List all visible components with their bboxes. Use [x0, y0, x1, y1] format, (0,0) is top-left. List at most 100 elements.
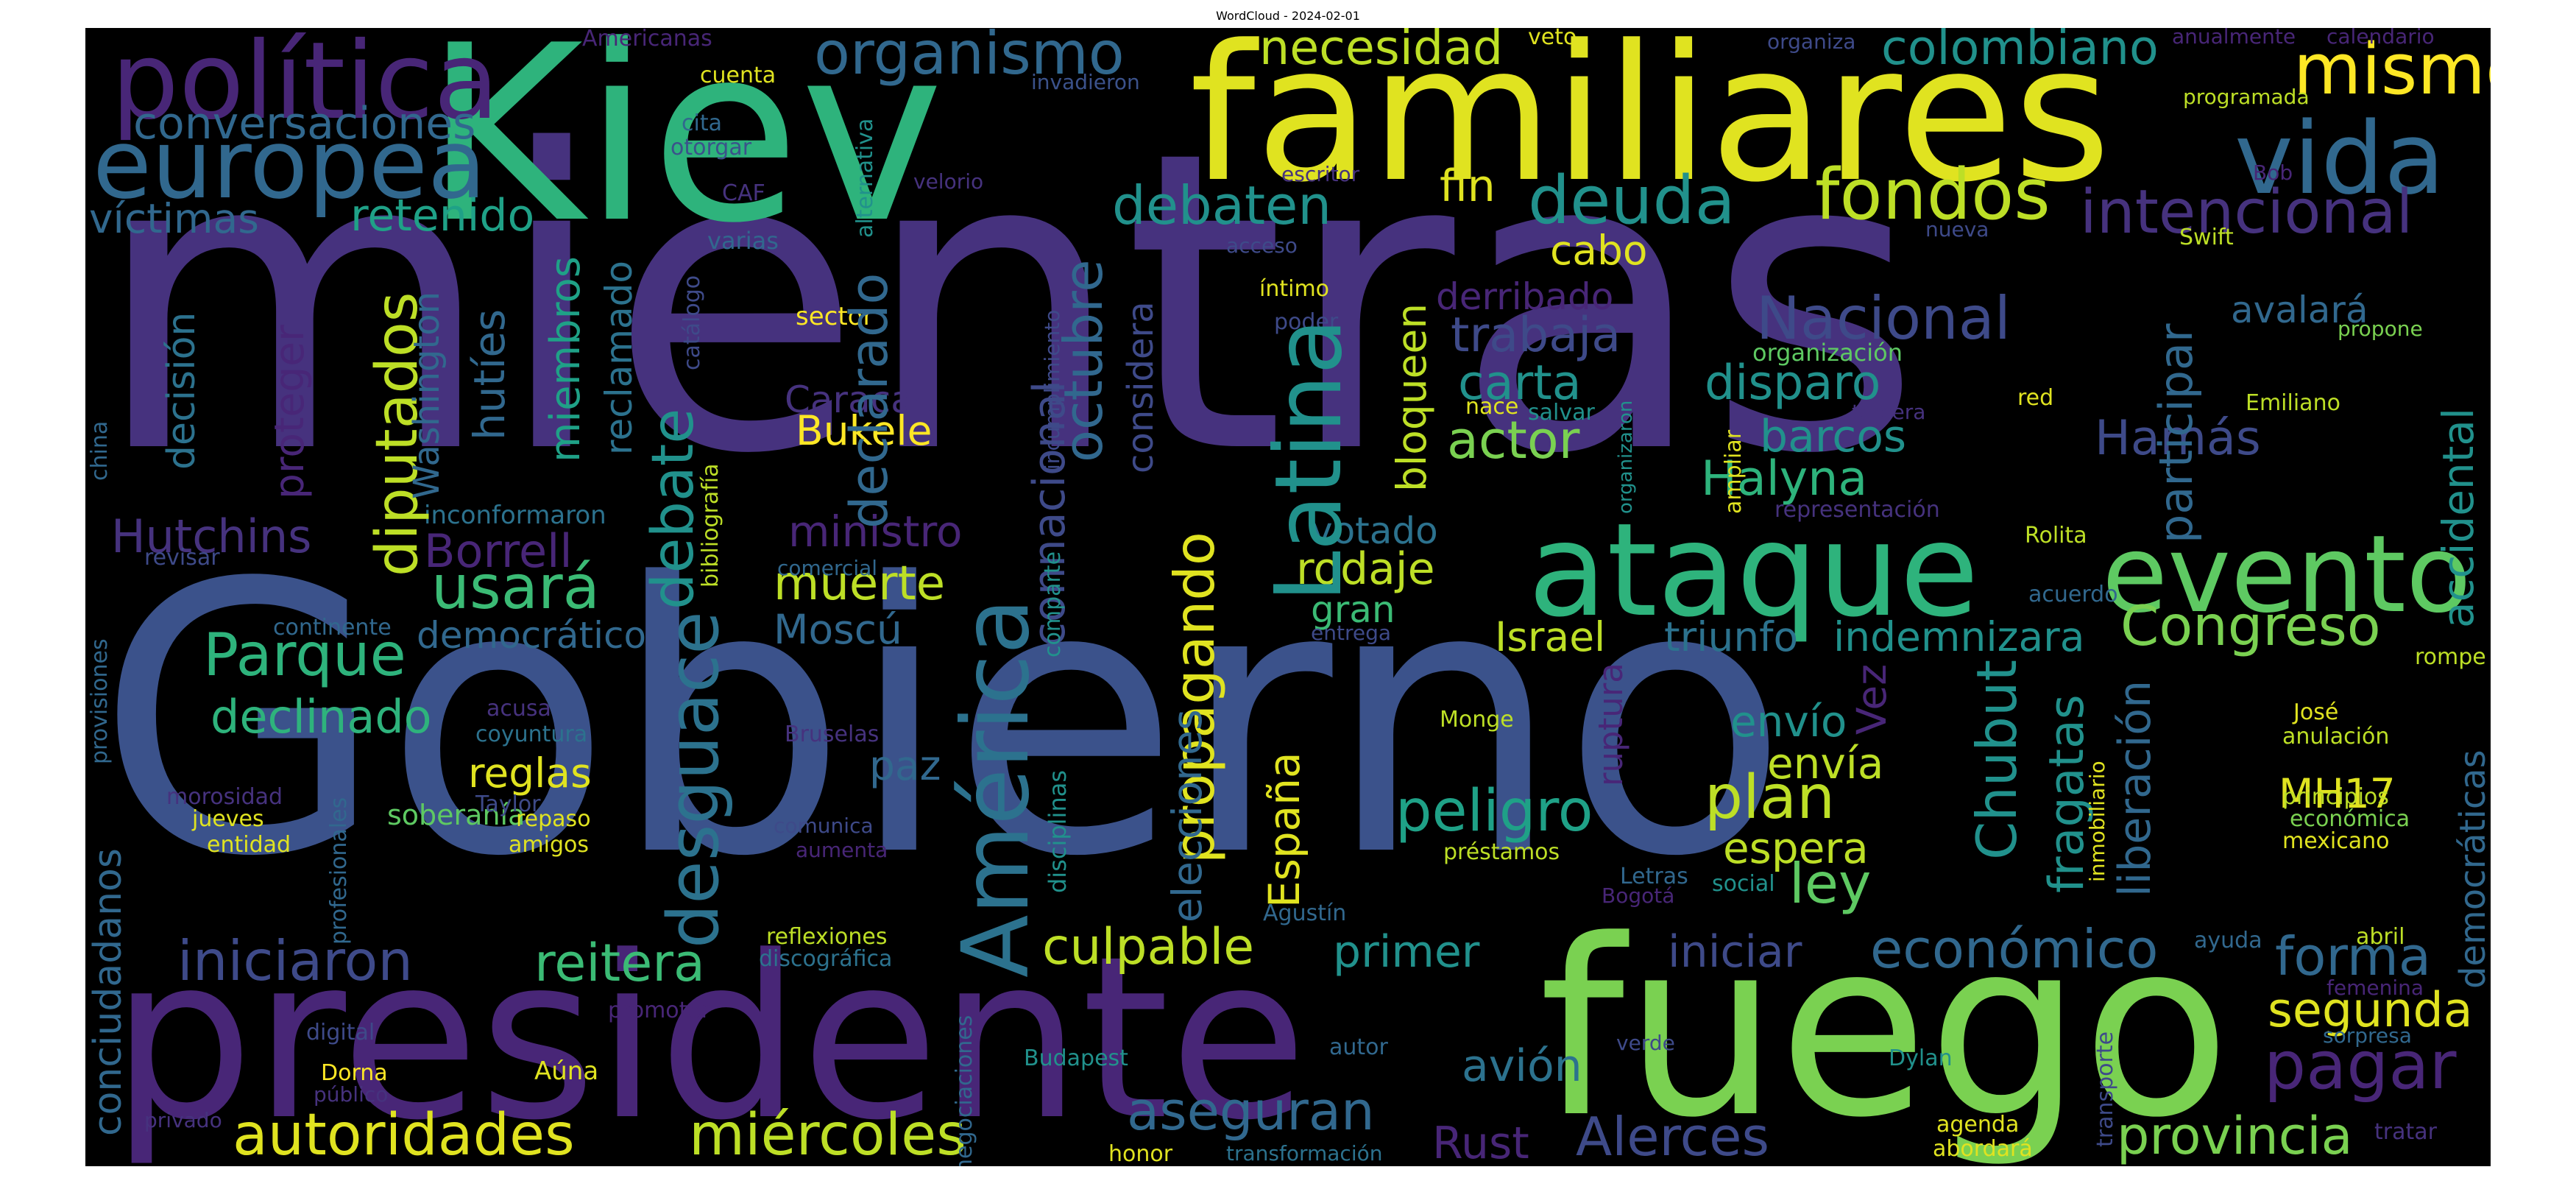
- word-envio: envío: [1730, 696, 1847, 747]
- word-otorgar: otorgar: [670, 135, 752, 161]
- word-fragatas: fragatas: [2039, 694, 2095, 893]
- word-organismo: organismo: [814, 28, 1125, 88]
- word-desguace: desguace: [654, 611, 735, 948]
- word-principios: principios: [2282, 784, 2389, 810]
- word-salvar: salvar: [1528, 400, 1595, 426]
- word-derribado: derribado: [1436, 275, 1614, 318]
- word-parque: Parque: [203, 621, 406, 689]
- word-democratico: democrático: [417, 614, 647, 657]
- word-america: América: [943, 598, 1050, 978]
- word-espana: España: [1259, 752, 1309, 908]
- word-bukele: Bukele: [796, 407, 933, 454]
- word-disciplinas: disciplinas: [1044, 769, 1072, 893]
- word-programada: programada: [2183, 85, 2310, 109]
- word-avalara: avalará: [2231, 289, 2368, 331]
- word-retenido: retenido: [350, 190, 535, 241]
- word-dylan: Dylan: [1889, 1045, 1953, 1071]
- word-rust: Rust: [1432, 1118, 1529, 1166]
- word-accidental: accidental: [2433, 407, 2483, 628]
- word-reitera: reitera: [534, 933, 705, 993]
- word-bob: Bob: [2253, 161, 2293, 185]
- word-inconformaron: inconformaron: [424, 501, 606, 530]
- word-latina: Latina: [1256, 318, 1362, 602]
- word-jueves: jueves: [192, 806, 264, 832]
- word-velorio: velorio: [913, 169, 984, 194]
- word-americanas: Americanas: [582, 28, 712, 52]
- word-hutchins: Hutchins: [111, 509, 312, 563]
- word-aseguran: aseguran: [1127, 1080, 1375, 1142]
- word-profesionales: profesionales: [326, 797, 352, 945]
- word-kiev: Kiev: [424, 28, 944, 276]
- word-verde: verde: [1616, 1031, 1675, 1055]
- word-politica: política: [111, 28, 500, 144]
- word-iniciar: iniciar: [1668, 926, 1802, 978]
- word-provisiones: provisiones: [87, 638, 113, 764]
- word-debaten: debaten: [1112, 174, 1331, 236]
- word-vez: Vez: [1848, 663, 1895, 735]
- word-abril: abril: [2356, 924, 2405, 950]
- word-invadieron: invadieron: [1031, 70, 1140, 94]
- word-auna: Aúna: [534, 1057, 599, 1086]
- word-sector: sector: [796, 302, 874, 331]
- word-escritor: escritor: [1281, 162, 1360, 186]
- word-liberacion: liberación: [2109, 680, 2161, 897]
- word-proteger: proteger: [266, 325, 313, 499]
- word-discografica: discográfica: [759, 946, 893, 972]
- word-agenda: agenda: [1936, 1112, 2020, 1138]
- word-transformacion: transformación: [1226, 1141, 1383, 1165]
- word-participar: participar: [2149, 323, 2203, 543]
- word-decision: decisión: [160, 311, 204, 470]
- word-economico: económico: [1870, 918, 2159, 980]
- word-caf: CAF: [722, 180, 765, 206]
- word-bruselas: Bruselas: [785, 722, 880, 747]
- word-muerte: muerte: [774, 557, 946, 611]
- word-actor: actor: [1447, 410, 1580, 470]
- word-ayuda: ayuda: [2194, 928, 2262, 953]
- word-entrega: entrega: [1311, 621, 1392, 645]
- word-halyna: Halyna: [1701, 451, 1868, 507]
- word-familiares: familiares: [1189, 28, 2112, 224]
- word-reglas: reglas: [468, 750, 592, 797]
- word-fondos: fondos: [1815, 155, 2050, 236]
- word-ley: ley: [1789, 851, 1872, 916]
- word-autor: autor: [1329, 1034, 1388, 1060]
- word-bogota: Bogotá: [1602, 884, 1675, 908]
- word-social: social: [1712, 871, 1775, 897]
- word-transporte: transporte: [2092, 1031, 2118, 1147]
- word-borrell: Borrell: [424, 524, 573, 578]
- word-emiliano: Emiliano: [2246, 390, 2340, 416]
- word-carta: carta: [1458, 356, 1582, 411]
- word-sorpresa: sorpresa: [2323, 1023, 2412, 1048]
- word-cita: cita: [682, 110, 722, 136]
- word-gobierno: Gobierno: [96, 505, 1789, 938]
- word-iniciaron: iniciaron: [177, 928, 413, 993]
- word-vida: vida: [2234, 101, 2445, 216]
- word-peligro: peligro: [1395, 778, 1593, 844]
- figure-title: WordCloud - 2024-02-01: [1216, 9, 1360, 23]
- word-anulacion: anulación: [2282, 724, 2390, 750]
- word-organiza: organiza: [1767, 29, 1856, 54]
- word-bloqueen: bloqueen: [1388, 303, 1435, 492]
- word-envia: envía: [1767, 738, 1884, 789]
- word-declinado: declinado: [210, 690, 432, 744]
- word-entidad: entidad: [207, 832, 291, 858]
- word-promotor: promotor: [608, 998, 711, 1023]
- word-representacion: representación: [1774, 497, 1940, 523]
- word-primer: primer: [1333, 926, 1480, 978]
- word-huties: hutíes: [464, 308, 514, 440]
- word-intimo: íntimo: [1259, 276, 1330, 302]
- word-deuda: deuda: [1528, 162, 1735, 239]
- word-alerces: Alerces: [1576, 1106, 1769, 1166]
- word-reflexiones: reflexiones: [766, 924, 888, 950]
- word-abordara: abordará: [1933, 1136, 2033, 1162]
- word-morosidad: morosidad: [166, 784, 283, 810]
- word-miercoles: miércoles: [689, 1102, 966, 1166]
- word-nace: nace: [1465, 394, 1519, 420]
- word-culpable: culpable: [1042, 918, 1255, 976]
- word-washington: Washington: [406, 291, 447, 499]
- word-dorna: Dorna: [321, 1060, 388, 1086]
- word-acuerdo: acuerdo: [2028, 582, 2118, 607]
- word-soberania: soberanía: [387, 799, 526, 831]
- word-cabo: cabo: [1550, 227, 1648, 274]
- word-europea: europea: [93, 108, 486, 220]
